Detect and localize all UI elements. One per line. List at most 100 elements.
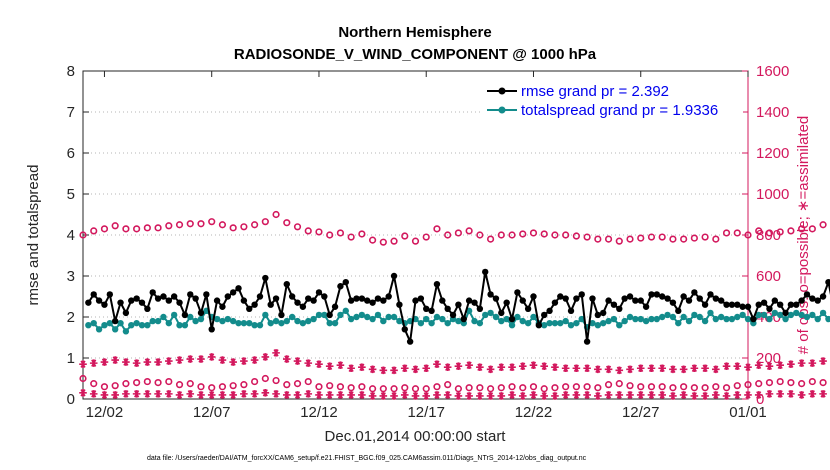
obs-assimilated-point-10 bbox=[186, 355, 195, 363]
obs-possible-low-point-39 bbox=[497, 384, 505, 392]
left-tick-label-4: 4 bbox=[67, 227, 75, 244]
totalspread-point-41 bbox=[305, 317, 312, 325]
obs-assimilated-low-point-69 bbox=[819, 390, 827, 398]
obs-possible-point-52 bbox=[637, 234, 645, 242]
right-tick-label-5: 1000 bbox=[756, 186, 789, 203]
chart-title: Northern Hemisphere bbox=[338, 24, 491, 41]
totalspread-point-38 bbox=[288, 313, 296, 321]
rmse-point-56 bbox=[385, 293, 392, 300]
obs-possible-point-7 bbox=[154, 224, 162, 232]
totalspread-point-19 bbox=[187, 313, 194, 321]
left-tick-label-3: 3 bbox=[67, 268, 75, 285]
rmse-point-113 bbox=[691, 289, 698, 296]
obs-assimilated-point-52 bbox=[636, 364, 645, 373]
obs-assimilated-low-point-15 bbox=[240, 390, 248, 398]
rmse-point-125 bbox=[755, 301, 762, 308]
rmse-point-53 bbox=[369, 299, 376, 306]
rmse-point-95 bbox=[594, 311, 602, 319]
obs-assimilated-point-20 bbox=[293, 357, 302, 365]
rmse-point-57 bbox=[390, 272, 398, 280]
obs-assimilated-point-45 bbox=[561, 364, 570, 373]
rmse-point-104 bbox=[642, 303, 650, 310]
obs-possible-low-point-51 bbox=[626, 382, 634, 390]
totalspread-point-30 bbox=[246, 319, 253, 327]
rmse-point-85 bbox=[541, 311, 548, 319]
totalspread-point-51 bbox=[358, 311, 366, 319]
totalspread-point-56 bbox=[385, 313, 392, 321]
totalspread-point-11 bbox=[144, 322, 151, 329]
obs-assimilated-point-26 bbox=[358, 363, 366, 372]
totalspread-point-12 bbox=[149, 317, 156, 325]
rmse-point-42 bbox=[310, 297, 317, 304]
obs-possible-point-44 bbox=[551, 231, 559, 239]
obs-possible-point-1 bbox=[90, 227, 98, 235]
obs-possible-point-65 bbox=[776, 228, 784, 236]
totalspread-point-105 bbox=[648, 315, 655, 323]
obs-assimilated-point-4 bbox=[122, 358, 130, 366]
obs-possible-low-point-20 bbox=[293, 380, 302, 388]
totalspread-point-58 bbox=[396, 317, 403, 325]
obs-possible-low-point-53 bbox=[647, 383, 656, 391]
obs-possible-low-point-54 bbox=[658, 383, 666, 391]
obs-possible-point-63 bbox=[755, 227, 763, 235]
obs-assimilated-low-point-26 bbox=[358, 391, 366, 399]
rmse-point-70 bbox=[460, 315, 467, 323]
totalspread-point-27 bbox=[229, 317, 237, 325]
obs-assimilated-point-25 bbox=[347, 364, 355, 373]
rmse-point-38 bbox=[288, 293, 296, 300]
rmse-point-89 bbox=[562, 295, 569, 302]
obs-possible-point-64 bbox=[765, 229, 774, 237]
obs-possible-low-point-38 bbox=[486, 385, 495, 393]
obs-assimilated-low-point-32 bbox=[422, 392, 431, 400]
totalspread-point-122 bbox=[739, 311, 746, 319]
rmse-point-39 bbox=[294, 299, 301, 306]
obs-assimilated-low-point-36 bbox=[465, 392, 473, 400]
rmse-point-68 bbox=[449, 311, 457, 319]
rmse-point-54 bbox=[374, 295, 382, 302]
totalspread-point-10 bbox=[138, 322, 146, 329]
obs-possible-point-59 bbox=[712, 235, 720, 243]
obs-assimilated-low-point-64 bbox=[765, 390, 774, 398]
x-axis-ticks: 12/02 12/07 12/12 12/17 12/22 12/27 01/01 bbox=[86, 71, 767, 421]
obs-possible-point-23 bbox=[326, 231, 334, 239]
obs-possible-point-49 bbox=[604, 235, 613, 243]
obs-possible-low-point-26 bbox=[358, 383, 366, 391]
right-tick-label-8: 1600 bbox=[756, 63, 789, 80]
totalspread-point-98 bbox=[610, 315, 618, 323]
totalspread-point-20 bbox=[192, 317, 199, 325]
rmse-point-88 bbox=[557, 293, 564, 300]
y-axis-label-left: rmse and totalspread bbox=[25, 165, 42, 306]
rmse-point-107 bbox=[658, 293, 666, 300]
totalspread-point-94 bbox=[589, 319, 596, 327]
obs-assimilated-low-point-18 bbox=[272, 390, 280, 398]
rmse-point-27 bbox=[229, 289, 237, 296]
obs-possible-point-39 bbox=[497, 231, 505, 239]
rmse-point-119 bbox=[723, 301, 730, 308]
obs-possible-low-point-58 bbox=[701, 384, 709, 392]
rmse-point-99 bbox=[616, 305, 623, 312]
totalspread-point-118 bbox=[717, 313, 725, 321]
obs-assimilated-point-29 bbox=[390, 366, 398, 375]
obs-assimilated-point-17 bbox=[261, 353, 270, 361]
obs-possible-low-point-30 bbox=[401, 384, 409, 392]
totalspread-point-83 bbox=[530, 313, 537, 321]
rmse-point-69 bbox=[455, 301, 462, 308]
obs-assimilated-low-point-9 bbox=[175, 391, 184, 399]
rmse-point-124 bbox=[750, 315, 757, 323]
obs-assimilated-point-68 bbox=[808, 359, 817, 367]
obs-assimilated-low-point-48 bbox=[594, 392, 602, 400]
rmse-point-18 bbox=[181, 311, 189, 319]
totalspread-point-26 bbox=[224, 315, 231, 323]
right-tick-label-0: 0 bbox=[756, 391, 764, 408]
rmse-point-29 bbox=[240, 297, 248, 304]
obs-assimilated-low-point-46 bbox=[572, 391, 581, 399]
obs-possible-low-point-57 bbox=[690, 384, 698, 392]
obs-assimilated-low-point-50 bbox=[615, 391, 624, 399]
rmse-point-129 bbox=[776, 301, 784, 308]
obs-possible-point-40 bbox=[508, 231, 516, 239]
obs-assimilated-point-39 bbox=[497, 363, 506, 372]
obs-possible-low-point-5 bbox=[133, 379, 141, 387]
rmse-point-19 bbox=[187, 291, 194, 298]
obs-possible-point-47 bbox=[583, 233, 591, 241]
x-tick-label-3: 12/17 bbox=[407, 404, 445, 421]
